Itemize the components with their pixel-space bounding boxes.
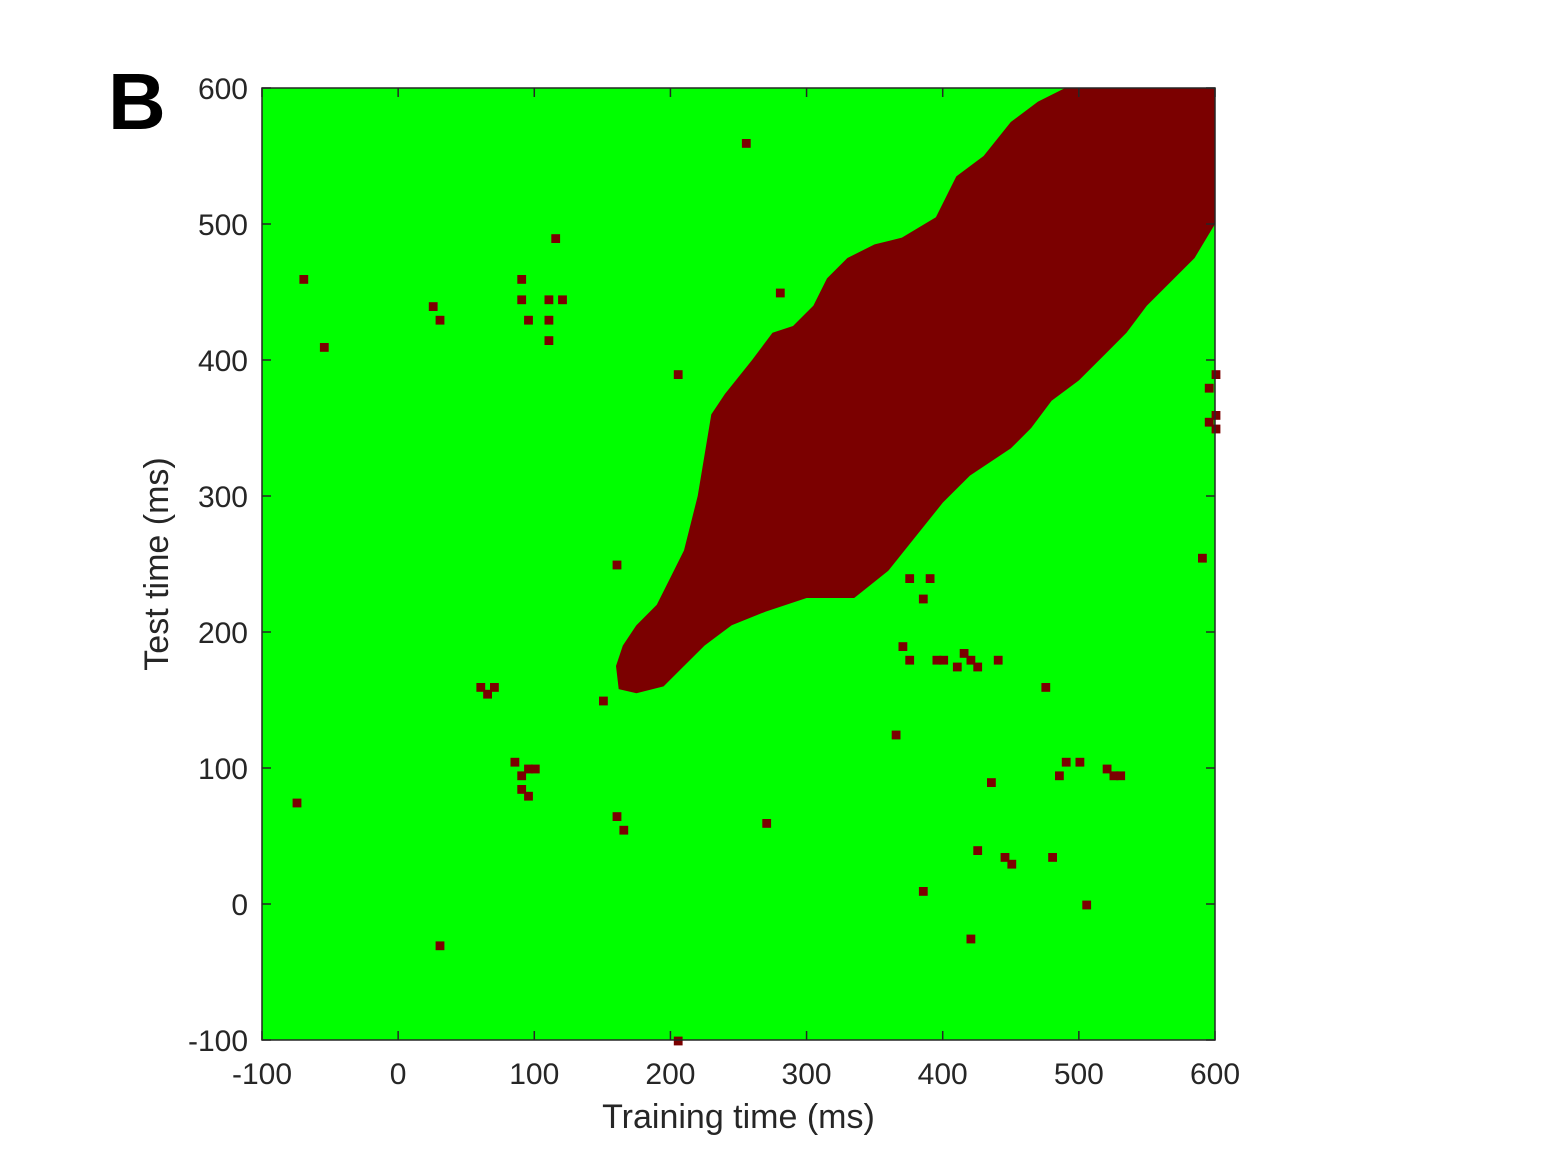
y-tick-label: 300	[198, 481, 248, 514]
y-tick-label: 200	[198, 617, 248, 650]
significant-cluster	[510, 757, 520, 767]
x-tick-label: -100	[232, 1058, 292, 1091]
y-tick-label: -100	[188, 1025, 248, 1058]
significant-cluster	[925, 574, 935, 583]
significant-cluster	[673, 370, 683, 379]
significant-cluster	[1116, 771, 1126, 781]
significant-cluster	[524, 315, 533, 325]
y-tick-label: 100	[198, 753, 248, 786]
significant-cluster	[524, 764, 533, 774]
significant-cluster	[741, 139, 751, 148]
y-tick-label: 0	[231, 889, 248, 922]
significant-cluster	[1082, 900, 1092, 910]
significant-cluster	[987, 778, 996, 787]
significant-cluster	[1102, 764, 1112, 774]
significant-cluster	[1055, 771, 1064, 781]
significant-cluster	[435, 315, 445, 325]
significant-cluster	[544, 295, 554, 305]
x-tick-label: 300	[782, 1058, 832, 1091]
significant-cluster	[490, 683, 499, 692]
x-tick-label: 600	[1190, 1058, 1240, 1091]
significant-cluster	[1204, 417, 1214, 427]
x-tick-label: 0	[390, 1058, 407, 1091]
plot-area	[262, 88, 1221, 1046]
significant-cluster	[1048, 853, 1057, 862]
significant-cluster	[428, 302, 438, 311]
significant-cluster	[530, 764, 540, 774]
significant-cluster	[973, 846, 983, 855]
significant-cluster	[1075, 757, 1085, 767]
significant-cluster	[612, 560, 622, 570]
significant-cluster	[435, 941, 445, 951]
significant-cluster	[993, 655, 1003, 665]
significant-cluster	[905, 655, 915, 665]
significant-cluster	[905, 574, 915, 583]
panel-label: B	[108, 57, 166, 146]
axis-box	[261, 87, 1216, 1041]
significant-cluster	[319, 343, 329, 352]
significant-cluster	[1211, 411, 1221, 420]
significant-cluster	[1211, 424, 1221, 434]
significant-cluster	[932, 655, 942, 665]
significant-cluster	[517, 275, 527, 284]
significant-cluster	[1000, 853, 1010, 862]
significant-region	[616, 88, 1215, 694]
significant-cluster	[959, 649, 969, 658]
significant-cluster	[1204, 383, 1214, 393]
significant-cluster	[619, 825, 629, 835]
significant-cluster	[299, 275, 309, 284]
significant-cluster	[517, 785, 527, 794]
significant-cluster	[551, 234, 561, 243]
significant-cluster	[476, 683, 486, 692]
significant-cluster	[1109, 771, 1119, 781]
x-tick-label: 200	[645, 1058, 695, 1091]
significant-cluster	[599, 696, 608, 706]
y-tick-label: 600	[198, 73, 248, 106]
significant-cluster	[558, 295, 567, 305]
significant-cluster	[517, 771, 527, 781]
y-tick-label: 400	[198, 345, 248, 378]
significant-cluster	[1061, 757, 1071, 767]
significant-cluster	[966, 934, 976, 944]
significant-cluster	[673, 1036, 683, 1046]
significant-cluster	[1041, 683, 1051, 692]
significant-cluster	[898, 642, 908, 651]
significant-cluster	[918, 594, 928, 604]
significant-cluster	[762, 819, 772, 828]
significant-cluster	[524, 791, 533, 801]
y-tick-label: 500	[198, 209, 248, 242]
significant-cluster	[1198, 553, 1207, 563]
significant-cluster	[775, 288, 785, 298]
axes: -100 0 100 200 300 400 500 600 -100 0 100 200 300 400…	[188, 73, 1240, 1091]
significant-cluster	[1211, 370, 1221, 379]
y-axis-label: Test time (ms)	[138, 457, 176, 670]
significant-cluster	[918, 887, 928, 896]
x-axis-label: Training time (ms)	[602, 1098, 875, 1136]
significant-cluster	[966, 655, 976, 665]
significant-cluster	[292, 798, 302, 808]
x-tick-label: 400	[918, 1058, 968, 1091]
significant-cluster	[973, 662, 983, 672]
significant-cluster	[952, 662, 962, 672]
significant-cluster	[1007, 859, 1017, 869]
axis-labels: Training time (ms) Test time (ms)	[138, 457, 875, 1136]
x-tick-label: 100	[509, 1058, 559, 1091]
significant-cluster	[612, 812, 622, 821]
significant-cluster	[544, 336, 554, 345]
significant-cluster	[483, 689, 492, 699]
x-tick-label: 500	[1054, 1058, 1104, 1091]
significant-cluster	[939, 655, 949, 665]
significant-cluster	[891, 730, 901, 740]
significant-cluster	[544, 315, 554, 325]
significant-cluster	[517, 295, 527, 305]
